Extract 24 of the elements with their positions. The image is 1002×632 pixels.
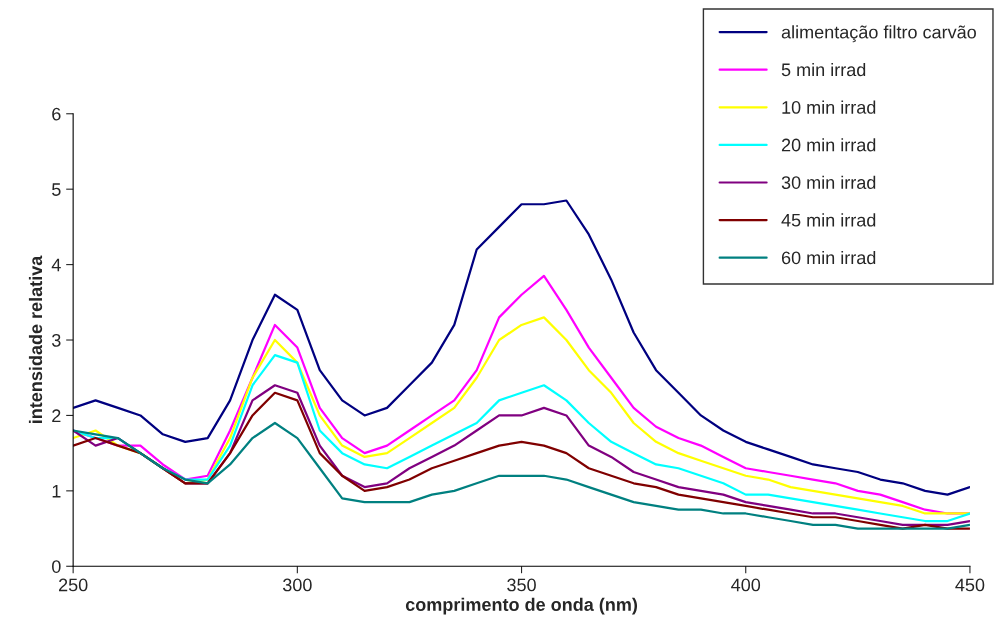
y-tick-label: 1 [52, 484, 61, 498]
y-tick-label: 0 [52, 560, 61, 573]
line-series [73, 199, 970, 496]
y-tick-label: 6 [52, 107, 61, 121]
y-tick-label: 2 [52, 409, 61, 422]
y-axis-title: intensidade relativa [28, 255, 43, 424]
x-tick-label: 400 [731, 578, 761, 592]
x-tick-label: 250 [58, 578, 88, 592]
legend-label: 10 min irrad [782, 100, 876, 114]
legend-label: 30 min irrad [781, 175, 876, 189]
x-tick-label: 300 [282, 578, 312, 592]
legend-label: 45 min irrad [781, 213, 876, 227]
legend-label: 5 min irrad [781, 62, 866, 77]
y-tick-label: 3 [51, 333, 61, 347]
x-tick-label: 350 [507, 578, 536, 592]
line-series [73, 316, 970, 515]
legend-label: alimentação filtro carvão [781, 25, 976, 43]
x-axis-title: comprimento de onda (nm) [405, 597, 638, 615]
y-tick-label: 4 [51, 258, 61, 272]
line-series [73, 421, 970, 530]
y-tick-label: 5 [52, 183, 61, 196]
legend-label: 60 min irrad [781, 250, 876, 265]
x-tick-label: 450 [955, 578, 985, 592]
legend-label: 20 min irrad [781, 138, 876, 152]
